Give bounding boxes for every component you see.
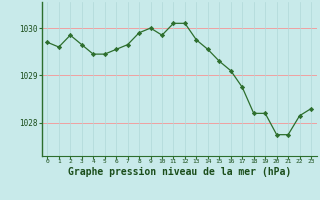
X-axis label: Graphe pression niveau de la mer (hPa): Graphe pression niveau de la mer (hPa)	[68, 167, 291, 177]
